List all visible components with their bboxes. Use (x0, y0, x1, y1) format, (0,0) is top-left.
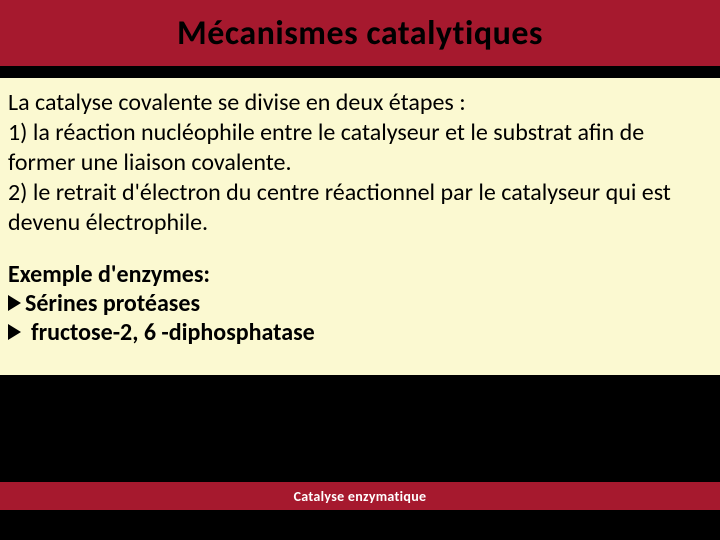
example-heading: Exemple d'enzymes: (8, 260, 708, 289)
content-box: La catalyse covalente se divise en deux … (0, 78, 720, 375)
spacer (8, 238, 708, 260)
example-item-2: fructose-2, 6 -diphosphatase (8, 318, 708, 347)
step-2: 2) le retrait d'électron du centre réact… (8, 178, 708, 238)
triangle-bullet-icon (8, 295, 21, 311)
step-1: 1) la réaction nucléophile entre le cata… (8, 118, 708, 178)
footer-bar: Catalyse enzymatique (0, 482, 720, 510)
triangle-bullet-icon (8, 324, 21, 340)
slide-title: Mécanismes catalytiques (177, 13, 543, 54)
example-item-1-text: Sérines protéases (25, 289, 200, 318)
footer-text: Catalyse enzymatique (294, 488, 427, 505)
slide: Mécanismes catalytiques La catalyse cova… (0, 0, 720, 540)
intro-line: La catalyse covalente se divise en deux … (8, 88, 708, 118)
example-item-2-text: fructose-2, 6 -diphosphatase (31, 318, 315, 347)
example-item-1: Sérines protéases (8, 289, 708, 318)
title-bar: Mécanismes catalytiques (0, 0, 720, 66)
